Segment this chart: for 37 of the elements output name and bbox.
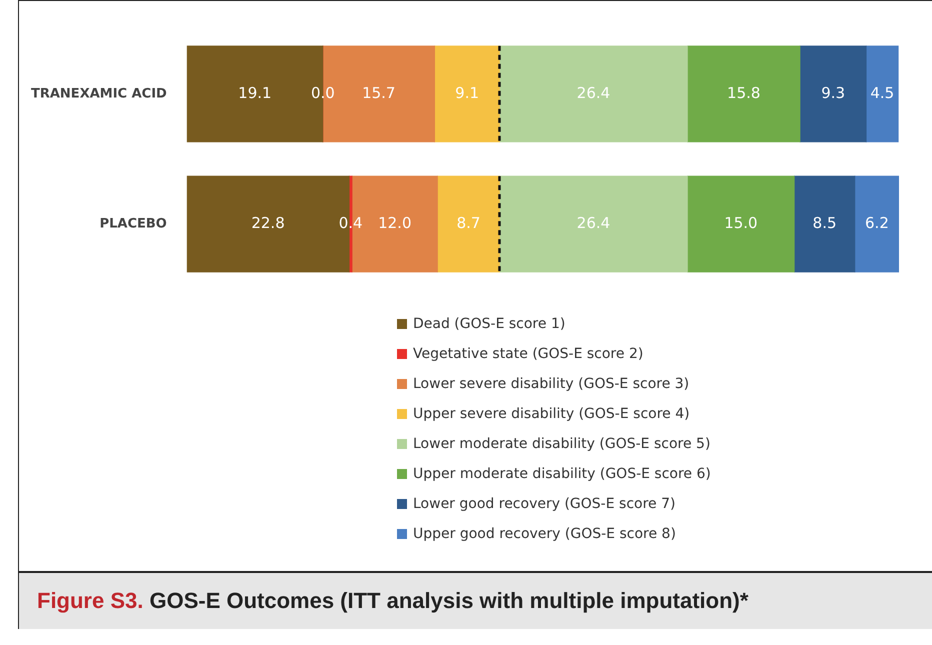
y-tick-label: PLACEBO bbox=[100, 216, 167, 232]
data-label: 8.7 bbox=[456, 214, 480, 232]
bar bbox=[437, 176, 500, 272]
bar bbox=[866, 46, 899, 142]
legend-label: Upper moderate disability (GOS-E score 6) bbox=[413, 465, 711, 484]
bar bbox=[499, 46, 688, 142]
data-label: 9.1 bbox=[455, 84, 480, 102]
legend-label: Lower moderate disability (GOS-E score 5) bbox=[413, 435, 710, 454]
data-label: 15.0 bbox=[724, 214, 758, 232]
data-label: 26.4 bbox=[576, 214, 610, 232]
legend-label: Dead (GOS-E score 1) bbox=[413, 315, 566, 334]
legend-label: Vegetative state (GOS-E score 2) bbox=[413, 345, 644, 364]
data-label: 26.4 bbox=[576, 84, 610, 102]
bar bbox=[800, 46, 867, 142]
legend-label: Upper good recovery (GOS-E score 8) bbox=[413, 525, 676, 544]
data-label: 6.2 bbox=[864, 214, 889, 232]
data-label: 9.3 bbox=[821, 84, 846, 102]
data-label: 15.8 bbox=[727, 84, 760, 102]
y-tick-label: TRANEXAMIC ACID bbox=[30, 86, 168, 102]
data-label: 12.0 bbox=[378, 214, 412, 232]
legend-label: Lower good recovery (GOS-E score 7) bbox=[413, 495, 676, 514]
legend-label: Lower severe disability (GOS-E score 3) bbox=[413, 375, 690, 394]
data-label: 15.7 bbox=[362, 84, 396, 102]
data-label: 4.5 bbox=[870, 84, 894, 102]
bar bbox=[687, 46, 800, 142]
data-label: 22.8 bbox=[251, 214, 285, 232]
text: Figure S3. GOS-E Outcomes (ITT analysis with multiple imputation)* bbox=[37, 588, 748, 614]
data-label: 0.0 bbox=[310, 84, 335, 102]
data-label: 19.1 bbox=[238, 84, 272, 102]
legend-label: Upper severe disability (GOS-E score 4) bbox=[413, 405, 690, 424]
bar bbox=[794, 176, 856, 272]
bar bbox=[687, 176, 795, 272]
data-label: 0.4 bbox=[338, 214, 363, 232]
bar bbox=[434, 46, 500, 142]
bar bbox=[499, 176, 688, 272]
data-label: 8.5 bbox=[812, 214, 837, 232]
bar bbox=[854, 176, 899, 272]
